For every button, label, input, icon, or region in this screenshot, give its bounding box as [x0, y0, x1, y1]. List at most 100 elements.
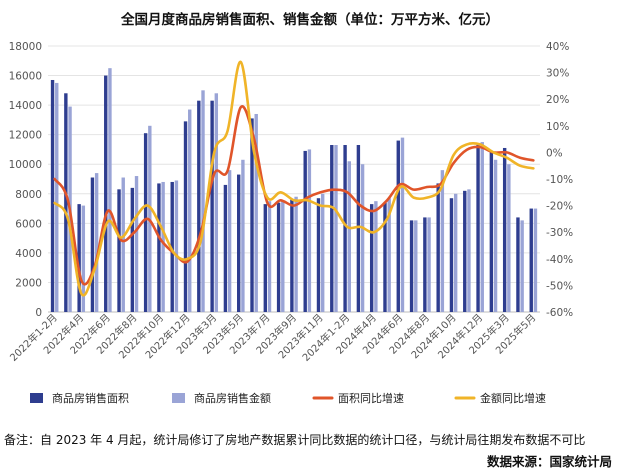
- bar-area: [50, 79, 55, 313]
- bar-area: [250, 118, 254, 312]
- bar-area: [316, 198, 321, 312]
- bar-area: [197, 100, 201, 313]
- bar-amount: [360, 164, 365, 312]
- y-right-tick-label: -40%: [546, 254, 573, 266]
- bar-amount: [427, 217, 431, 312]
- y-left-tick-label: 16000: [9, 71, 42, 83]
- y-left-tick-label: 10000: [9, 159, 42, 171]
- y-left-tick-label: 2000: [15, 277, 42, 289]
- bar-area: [143, 133, 148, 312]
- y-right-tick-label: 0%: [546, 147, 563, 159]
- bar-area: [396, 140, 400, 312]
- legend-label: 商品房销售面积: [52, 391, 129, 405]
- y-left-tick-label: 4000: [15, 248, 42, 260]
- bar-amount: [480, 142, 484, 312]
- bar-area: [502, 147, 507, 312]
- bar-amount: [520, 220, 524, 312]
- bar-amount: [493, 159, 498, 312]
- legend-label: 商品房销售金额: [194, 391, 271, 405]
- line-series-group: [53, 60, 535, 297]
- bar-amount: [161, 181, 165, 312]
- bar-amount: [467, 189, 471, 312]
- y-left-tick-label: 8000: [15, 189, 42, 201]
- bar-area: [369, 204, 374, 312]
- bar-amount: [55, 82, 59, 312]
- bar-area: [170, 181, 174, 312]
- y-right-tick-label: 30%: [546, 68, 569, 80]
- bar-area: [183, 121, 188, 313]
- y-left-tick-label: 0: [35, 307, 42, 319]
- bar-amount: [374, 201, 378, 312]
- bar-amount: [400, 137, 405, 312]
- bar-amount: [94, 173, 99, 312]
- bar-amount: [214, 93, 219, 312]
- bar-area: [383, 202, 387, 312]
- bar-amount: [440, 170, 445, 312]
- bar-area: [409, 220, 414, 312]
- x-tick-label: 2022年1-2月: [7, 311, 60, 364]
- bar-amount: [533, 208, 538, 312]
- footnote: 备注：自 2023 年 4 月起，统计局修订了房地产数据累计同比数据的统计口径，…: [4, 433, 586, 447]
- bar-amount: [414, 220, 418, 312]
- bar-amount: [281, 201, 285, 312]
- bar-area: [476, 145, 480, 312]
- bar-area: [489, 152, 494, 312]
- line-area-yoy: [53, 105, 535, 286]
- bar-amount: [174, 180, 179, 312]
- bar-area: [356, 145, 361, 312]
- bar-amount: [254, 113, 258, 312]
- bar-amount: [334, 145, 338, 312]
- bar-amount: [121, 177, 125, 312]
- bar-amount: [307, 149, 312, 312]
- bar-amount: [347, 161, 351, 312]
- line-amount-yoy: [53, 60, 535, 297]
- y-left-tick-label: 6000: [15, 218, 42, 230]
- legend-swatch-bar: [30, 393, 43, 403]
- bar-area: [529, 208, 533, 312]
- bar-area: [276, 202, 281, 312]
- legend-swatch-bar: [172, 393, 185, 403]
- bar-amount: [387, 198, 391, 312]
- y-right-tick-label: 40%: [546, 41, 569, 53]
- bar-area: [90, 177, 95, 312]
- bar-amount: [267, 201, 272, 312]
- bar-area: [423, 217, 427, 312]
- bar-area: [64, 93, 68, 312]
- y-right-tick-label: 10%: [546, 121, 569, 133]
- y-axis-left: 0 2000 4000 6000 8000 10000 12000 14000 16000 180…: [9, 41, 42, 319]
- legend-label: 金额同比增速: [480, 391, 546, 405]
- bar-area: [104, 75, 108, 312]
- bar-amount: [294, 196, 298, 312]
- bar-area: [263, 204, 268, 312]
- y-left-tick-label: 12000: [9, 130, 42, 142]
- bar-area: [330, 145, 334, 312]
- bar-series-group: [50, 68, 538, 313]
- bar-area: [436, 183, 440, 312]
- y-left-tick-label: 18000: [9, 41, 42, 53]
- bar-amount: [108, 68, 112, 312]
- grid: [48, 45, 540, 313]
- bar-area: [223, 184, 228, 312]
- bar-area: [290, 199, 294, 312]
- bar-amount: [201, 90, 205, 312]
- bar-amount: [81, 205, 86, 312]
- bar-amount: [453, 193, 458, 312]
- bar-amount: [134, 176, 139, 312]
- chart-title: 全国月度商品房销售面积、销售金额（单位：万平方米、亿元）: [121, 12, 499, 28]
- y-right-tick-label: -60%: [546, 307, 573, 319]
- bar-area: [303, 150, 307, 312]
- bar-area: [343, 145, 347, 312]
- data-source: 数据来源：国家统计局: [486, 454, 612, 469]
- bar-amount: [227, 170, 232, 312]
- y-right-tick-label: -30%: [546, 227, 573, 239]
- bar-area: [130, 187, 135, 312]
- bar-area: [210, 100, 214, 313]
- bar-amount: [188, 109, 192, 312]
- bar-area: [449, 198, 454, 312]
- bar-amount: [320, 193, 325, 312]
- y-left-tick-label: 14000: [9, 100, 42, 112]
- bar-amount: [507, 164, 511, 312]
- y-right-tick-label: 20%: [546, 94, 569, 106]
- bar-area: [157, 183, 161, 312]
- bar-area: [117, 189, 121, 312]
